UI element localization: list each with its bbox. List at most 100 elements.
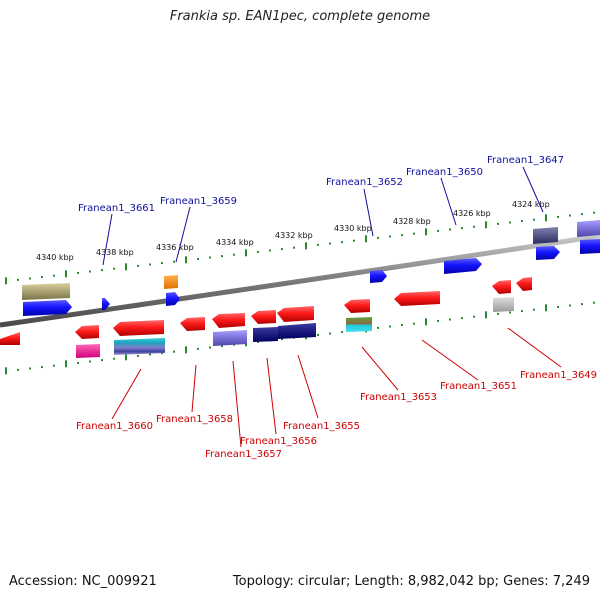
gene-reverse[interactable] xyxy=(180,317,205,331)
lower-scale-dot xyxy=(221,345,223,348)
gene-reverse[interactable] xyxy=(75,325,99,339)
gene-label-franean1-3650[interactable]: Franean1_3650 xyxy=(406,167,483,178)
gene-forward[interactable] xyxy=(533,227,558,244)
lower-scale-dot xyxy=(53,364,55,367)
lower-scale-dot xyxy=(497,312,499,315)
gene-label-franean1-3658[interactable]: Franean1_3658 xyxy=(156,414,233,425)
upper-scale-dot xyxy=(581,213,583,216)
upper-scale-dot xyxy=(497,222,499,225)
gene-label-franean1-3657[interactable]: Franean1_3657 xyxy=(205,449,282,460)
scale-label-4332: 4332 kbp xyxy=(275,231,313,240)
upper-scale-dot xyxy=(293,246,295,249)
gene-reverse[interactable] xyxy=(492,280,511,294)
lower-scale-dot xyxy=(113,357,115,360)
gene-forward[interactable] xyxy=(536,246,560,260)
upper-scale-dot xyxy=(29,277,31,280)
lower-scale-major-tick xyxy=(485,311,487,319)
upper-scale-dot xyxy=(473,225,475,228)
map-title: Frankia sp. EAN1pec, complete genome xyxy=(169,9,431,24)
gene-forward[interactable] xyxy=(444,258,482,274)
gene-forward[interactable] xyxy=(23,300,72,316)
lower-scale-dot xyxy=(461,317,463,320)
gene-reverse[interactable] xyxy=(344,299,370,313)
lower-scale-dot xyxy=(413,322,415,325)
lower-scale-dot xyxy=(209,346,211,349)
lower-scale-dot xyxy=(389,325,391,328)
upper-scale-dot xyxy=(389,235,391,238)
genome-summary-text: Topology: circular; Length: 8,982,042 bp… xyxy=(232,574,590,589)
gene-forward[interactable] xyxy=(166,292,180,306)
upper-scale-major-tick xyxy=(425,228,427,236)
gene-forward[interactable] xyxy=(164,275,178,289)
gene-reverse[interactable] xyxy=(516,277,532,291)
lower-scale-dot xyxy=(77,361,79,364)
upper-scale-dot xyxy=(257,250,259,253)
gene-label-franean1-3647[interactable]: Franean1_3647 xyxy=(487,155,564,166)
lower-scale-dot xyxy=(89,360,91,363)
upper-scale-dot xyxy=(281,248,283,251)
upper-scale-dot xyxy=(41,276,43,279)
gene-reverse[interactable] xyxy=(0,332,20,345)
gene-reverse[interactable] xyxy=(213,330,247,346)
gene-forward[interactable] xyxy=(577,220,600,237)
lower-scale-dot xyxy=(101,359,103,362)
gene-label-franean1-3660[interactable]: Franean1_3660 xyxy=(76,421,153,432)
gene-label-franean1-3656[interactable]: Franean1_3656 xyxy=(240,436,317,447)
upper-scale-dot xyxy=(341,241,343,244)
gene-reverse[interactable] xyxy=(394,291,440,306)
lower-scale-dot xyxy=(329,332,331,335)
gene-reverse[interactable] xyxy=(346,317,372,332)
gene-reverse[interactable] xyxy=(76,344,100,358)
scale-label-4336: 4336 kbp xyxy=(156,243,194,252)
scale-label-4326: 4326 kbp xyxy=(453,209,491,218)
gene-reverse[interactable] xyxy=(493,297,514,312)
scale-label-4328: 4328 kbp xyxy=(393,217,431,226)
gene-reverse[interactable] xyxy=(113,320,164,336)
gene-forward[interactable] xyxy=(102,298,110,310)
lower-scale-major-tick xyxy=(65,360,67,368)
lower-scale-dot xyxy=(257,340,259,343)
gene-reverse[interactable] xyxy=(278,323,316,339)
lower-scale-dot xyxy=(557,305,559,308)
gene-forward[interactable] xyxy=(370,270,387,283)
gene-label-franean1-3652[interactable]: Franean1_3652 xyxy=(326,177,403,188)
upper-scale-major-tick xyxy=(185,256,187,264)
gene-reverse[interactable] xyxy=(253,327,278,342)
accession-text: Accession: NC_009921 xyxy=(9,574,157,589)
upper-scale-dot xyxy=(401,234,403,237)
lower-scale-dot xyxy=(437,319,439,322)
lower-scale-dot xyxy=(197,347,199,350)
gene-label-franean1-3653[interactable]: Franean1_3653 xyxy=(360,392,437,403)
gene-reverse[interactable] xyxy=(114,338,165,355)
gene-label-franean1-3649[interactable]: Franean1_3649 xyxy=(520,370,597,381)
upper-scale-dot xyxy=(161,262,163,265)
gene-reverse[interactable] xyxy=(251,310,276,324)
upper-scale-dot xyxy=(269,249,271,252)
upper-scale-major-tick xyxy=(305,242,307,250)
upper-scale-major-tick xyxy=(125,263,127,271)
upper-scale-major-tick xyxy=(5,277,7,285)
gene-label-franean1-3661[interactable]: Franean1_3661 xyxy=(78,203,155,214)
gene-label-franean1-3655[interactable]: Franean1_3655 xyxy=(283,421,360,432)
upper-scale-dot xyxy=(377,236,379,239)
gene-forward[interactable] xyxy=(580,239,600,254)
gene-forward[interactable] xyxy=(22,283,70,300)
upper-scale-dot xyxy=(329,242,331,245)
gene-label-franean1-3651[interactable]: Franean1_3651 xyxy=(440,381,517,392)
lower-scale-dot xyxy=(29,367,31,370)
lower-scale-dot xyxy=(569,304,571,307)
gene-label-franean1-3659[interactable]: Franean1_3659 xyxy=(160,196,237,207)
gene-reverse[interactable] xyxy=(277,306,314,322)
gene-reverse[interactable] xyxy=(212,313,245,328)
upper-gene-labels: Franean1_3661 Franean1_3659 Franean1_365… xyxy=(78,155,564,266)
scale-label-4324: 4324 kbp xyxy=(512,200,550,209)
lower-scale-dot xyxy=(317,333,319,336)
lower-scale-dot xyxy=(377,326,379,329)
lower-scale-dot xyxy=(521,310,523,313)
upper-scale-dot xyxy=(149,263,151,266)
upper-scale-dot xyxy=(221,255,223,258)
lower-scale-dot xyxy=(581,303,583,306)
upper-scale-dot xyxy=(353,239,355,242)
